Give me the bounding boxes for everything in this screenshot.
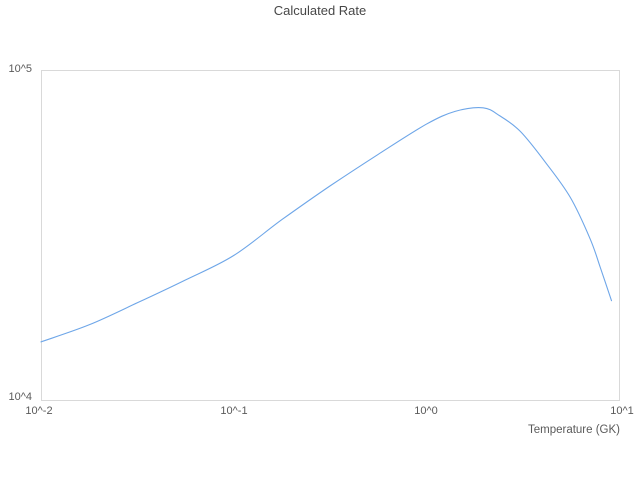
plot-frame	[41, 70, 620, 401]
x-tick-label-0: 10^-2	[25, 405, 53, 417]
y-tick-label-min: 10^4	[8, 391, 32, 403]
x-tick-label-1: 10^-1	[220, 405, 248, 417]
x-axis-label: Temperature (GK)	[527, 424, 620, 436]
chart-title: Calculated Rate	[273, 3, 367, 18]
x-tick-label-3: 10^1	[610, 405, 634, 417]
rate-curve	[40, 107, 613, 343]
y-tick-label-max: 10^5	[8, 63, 32, 75]
x-tick-label-2: 10^0	[414, 405, 438, 417]
